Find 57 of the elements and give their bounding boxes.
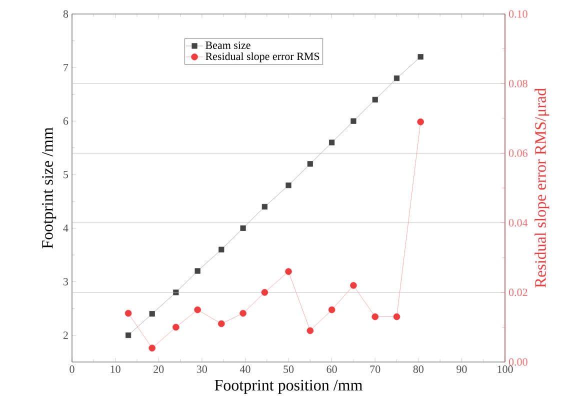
point <box>194 268 200 274</box>
point <box>350 282 357 289</box>
y2-tick-label: 0.06 <box>508 149 528 157</box>
y2-axis-title: Residual slope error RMS/μrad <box>534 88 550 288</box>
point <box>194 306 201 314</box>
y-tick-label: 7 <box>64 64 68 72</box>
y-tick-label: 6 <box>63 117 68 125</box>
point <box>173 290 179 296</box>
x-tick-label: 40 <box>240 366 250 373</box>
point <box>218 246 224 252</box>
point <box>218 320 225 328</box>
y-axis-title: Footprint size /mm <box>42 127 56 248</box>
y2-tick-label: 0.00 <box>508 358 528 366</box>
point <box>124 310 132 317</box>
x-tick-label: 0 <box>70 366 74 373</box>
x-tick-label: 30 <box>196 366 207 373</box>
x-tick-label: 70 <box>370 366 380 373</box>
x-tick-label: 50 <box>284 366 294 373</box>
legend-label: Residual slope error RMS <box>206 52 320 62</box>
y-tick-label: 4 <box>63 224 68 232</box>
x-tick-label: 20 <box>154 366 164 373</box>
y2-tick-label: 0.10 <box>508 10 528 18</box>
point <box>417 118 424 126</box>
y-tick-label: 3 <box>64 278 68 286</box>
point <box>286 182 292 188</box>
point <box>329 140 335 146</box>
y-tick-label: 2 <box>63 332 68 339</box>
x-tick-label: 90 <box>456 366 467 373</box>
y-tick-label: 8 <box>63 10 68 18</box>
x-tick-label: 100 <box>498 366 513 373</box>
point <box>418 54 424 60</box>
point <box>394 75 400 82</box>
point <box>240 310 246 317</box>
point <box>285 268 292 275</box>
x-axis-title: Footprint position /mm <box>214 380 362 394</box>
point <box>306 327 314 334</box>
point <box>393 313 400 320</box>
point <box>125 332 132 338</box>
x-tick-label: 80 <box>413 366 424 373</box>
point <box>307 161 313 167</box>
point <box>172 324 180 331</box>
point <box>372 313 379 320</box>
y-tick-label: 5 <box>64 170 68 178</box>
y2-tick-label: 0.04 <box>508 219 528 227</box>
x-tick-label: 10 <box>110 366 120 373</box>
point <box>262 204 268 210</box>
y2-tick-label: 0.02 <box>508 288 528 296</box>
point <box>350 118 356 124</box>
point <box>328 306 336 314</box>
point <box>148 344 156 352</box>
legend-label: Beam size <box>206 42 250 49</box>
point <box>149 311 155 317</box>
point <box>240 225 246 231</box>
y2-tick-label: 0.08 <box>508 80 528 88</box>
point <box>372 96 378 102</box>
x-tick-label: 60 <box>326 366 337 373</box>
point <box>261 288 268 296</box>
